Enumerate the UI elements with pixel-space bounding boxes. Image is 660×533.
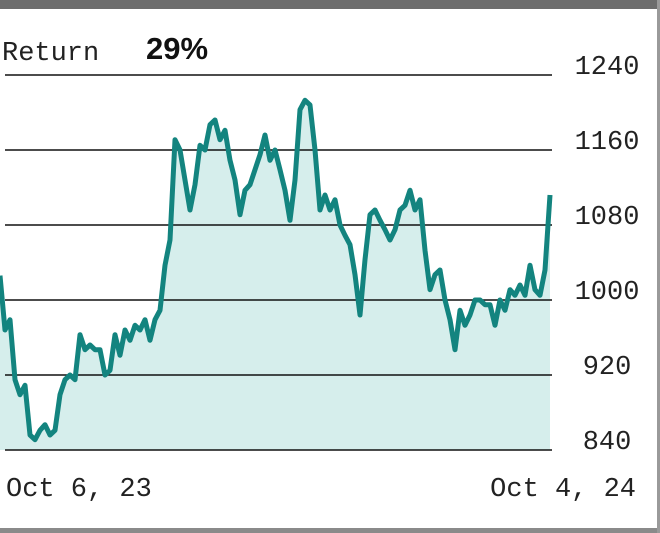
x-tick-label: Oct 6, 23 (6, 475, 152, 505)
y-tick-label: 840 (583, 428, 632, 458)
x-tick-label: Oct 4, 24 (490, 475, 636, 505)
y-tick-label: 920 (583, 353, 632, 383)
y-tick-label: 1240 (575, 53, 640, 83)
top-bar (0, 0, 660, 9)
y-tick-label: 1080 (575, 203, 640, 233)
chart-title: Return (2, 39, 99, 69)
line (0, 97, 553, 443)
y-tick-label: 1000 (575, 278, 640, 308)
annotation: 29% (146, 31, 208, 66)
area (0, 100, 550, 451)
right-border (657, 0, 660, 533)
y-tick-label: 1160 (575, 128, 640, 158)
plot: 840 920 1000 1080 1160 1240 Oct 6, 23 Oct 4, 24 (0, 53, 639, 505)
bottom-bar (0, 528, 660, 533)
